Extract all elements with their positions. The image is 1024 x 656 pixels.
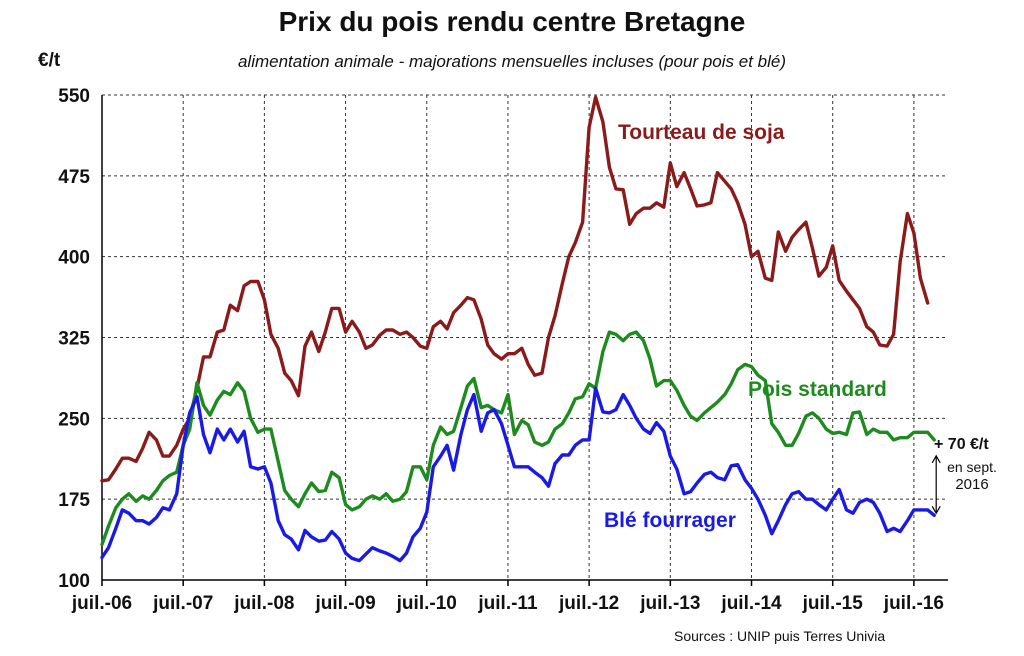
y-tick-label: 175: [58, 490, 90, 511]
x-tick-label: juil.-14: [720, 593, 782, 614]
gap-arrow-head-bottom: [931, 506, 941, 515]
y-tick-label: 400: [58, 248, 90, 269]
y-tick-label: 100: [58, 571, 90, 592]
x-tick-label: juil.-08: [233, 593, 294, 614]
series-line: [100, 386, 936, 563]
y-tick-label: 325: [58, 329, 90, 350]
label-pois: Pois standard: [748, 378, 887, 401]
series-line: [100, 330, 936, 547]
series-lines: [100, 95, 936, 563]
x-tick-label: juil.-16: [883, 593, 944, 614]
x-tick-label: juil.-15: [802, 593, 864, 614]
x-tick-label: juil.-12: [558, 593, 619, 614]
gap-date-line2: 2016: [955, 476, 989, 493]
gap-value: + 70 €/t: [934, 436, 989, 453]
x-tick-label: juil.-06: [71, 593, 132, 614]
x-tick-label: juil.-13: [639, 593, 700, 614]
label-soja: Tourteau de soja: [618, 121, 785, 144]
source-note: Sources : UNIP puis Terres Univia: [674, 628, 886, 644]
chart-subtitle: alimentation animale - majorations mensu…: [237, 52, 787, 71]
x-tick-label: juil.-07: [152, 593, 213, 614]
series-line: [100, 95, 930, 483]
x-tick-label: juil.-11: [477, 593, 538, 614]
y-tick-labels: 100 175 250 325 400 475 550: [58, 86, 90, 592]
x-tick-label: juil.-09: [314, 593, 375, 614]
grid: [102, 94, 948, 580]
y-tick-label: 550: [58, 86, 90, 107]
gap-date-line1: en sept.: [947, 459, 997, 475]
x-tick-labels: juil.-06 juil.-07 juil.-08 juil.-09 juil.-10…: [71, 580, 944, 614]
gap-arrow: [931, 454, 941, 515]
axes: [101, 95, 948, 581]
chart-title: Prix du pois rendu centre Bretagne: [278, 6, 746, 37]
label-ble: Blé fourrager: [604, 509, 736, 532]
y-tick-label: 250: [58, 409, 90, 430]
y-axis-unit: €/t: [38, 50, 61, 71]
y-tick-label: 475: [58, 167, 90, 188]
x-tick-label: juil.-10: [396, 593, 457, 614]
gap-arrow-head-top: [931, 454, 941, 464]
